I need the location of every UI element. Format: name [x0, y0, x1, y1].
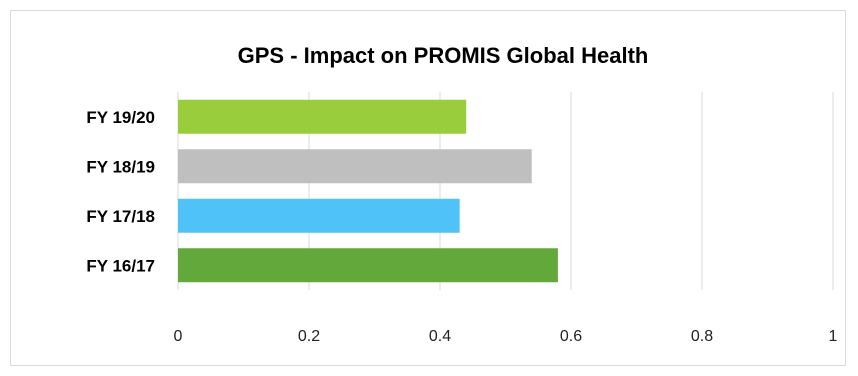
x-tick-label: 0.8 [691, 328, 713, 345]
chart-title: GPS - Impact on PROMIS Global Health [238, 43, 649, 68]
bar [178, 99, 467, 134]
x-tick-label: 0.2 [298, 328, 320, 345]
x-tick-label: 0.4 [429, 328, 451, 345]
x-tick-label: 0 [174, 328, 183, 345]
bars [178, 99, 558, 283]
x-tick-labels: 0 0.2 0.4 0.6 0.8 1 [174, 328, 838, 345]
category-label: FY 16/17 [86, 256, 155, 275]
bar [178, 149, 532, 184]
x-tick-label: 0.6 [560, 328, 582, 345]
bar [178, 248, 558, 283]
category-labels: FY 19/20 FY 18/19 FY 17/18 FY 16/17 [86, 108, 155, 276]
category-label: FY 19/20 [86, 108, 155, 127]
category-label: FY 18/19 [86, 157, 155, 176]
category-label: FY 17/18 [86, 207, 155, 226]
bar [178, 198, 460, 233]
x-tick-label: 1 [829, 328, 838, 345]
chart-frame [10, 10, 846, 366]
